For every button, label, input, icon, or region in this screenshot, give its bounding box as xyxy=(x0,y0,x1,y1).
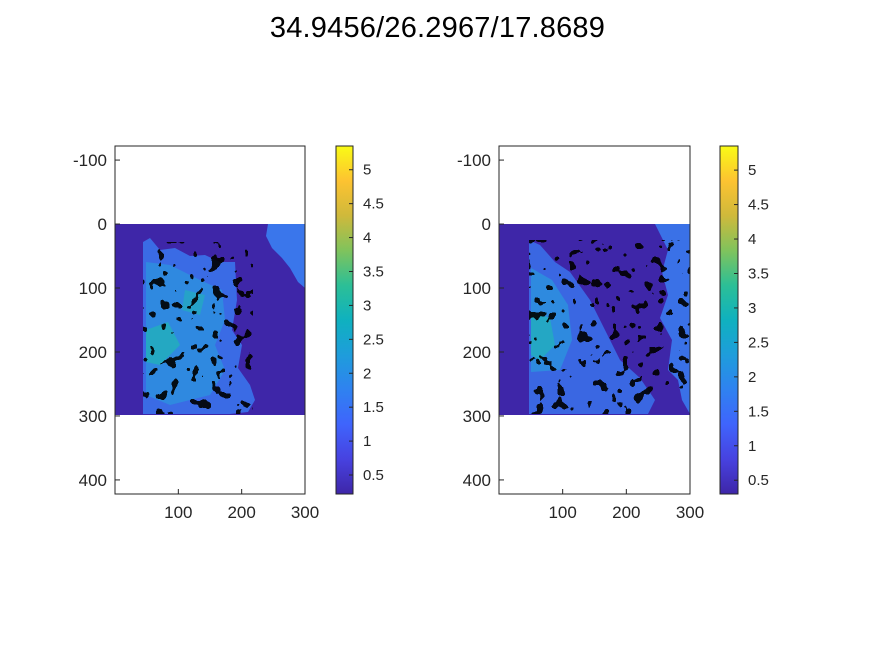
left-colorbar-tick-label: 1 xyxy=(363,433,371,450)
left-colorbar-tick-label: 4.5 xyxy=(363,196,384,213)
right-y-tick-label: -100 xyxy=(457,151,491,170)
right-colorbar-tick-label: 0.5 xyxy=(748,472,769,489)
right-colorbar-tick-label: 4 xyxy=(748,231,756,248)
left-colorbar-tick-label: 2.5 xyxy=(363,331,384,348)
right-colorbar-tick-label: 1.5 xyxy=(748,403,769,420)
right-x-tick-label: 300 xyxy=(676,503,704,522)
right-y-tick-label: 0 xyxy=(482,215,491,234)
right-heatmap-image xyxy=(499,224,690,415)
right-x-tick-label: 200 xyxy=(612,503,640,522)
left-colorbar-tick-label: 0.5 xyxy=(363,467,384,484)
left-x-tick-label: 300 xyxy=(291,503,319,522)
left-x-tick-label: 200 xyxy=(227,503,255,522)
left-y-tick-label: 400 xyxy=(79,471,107,490)
left-colorbar-ticks: 0.5 1 1.5 2 2.5 3 3.5 4 4.5 5 xyxy=(349,162,384,484)
left-colorbar-tick-label: 3 xyxy=(363,297,371,314)
left-y-tick-label: 100 xyxy=(79,279,107,298)
left-colorbar-tick-label: 3.5 xyxy=(363,263,384,280)
left-heatmap-image xyxy=(115,224,305,415)
right-colorbar-tick-label: 3.5 xyxy=(748,265,769,282)
left-panel: 100 200 300 -100 0 100 200 300 400 0.5 1 1.5 2 2.5 3… xyxy=(73,145,384,522)
left-x-ticks: 100 200 300 xyxy=(164,489,319,522)
right-colorbar-tick-label: 3 xyxy=(748,300,756,317)
left-y-tick-label: 200 xyxy=(79,343,107,362)
left-y-tick-label: 0 xyxy=(98,215,107,234)
right-y-tick-label: 100 xyxy=(463,279,491,298)
left-x-tick-label: 100 xyxy=(164,503,192,522)
right-colorbar-tick-label: 5 xyxy=(748,162,756,179)
right-x-tick-label: 100 xyxy=(548,503,576,522)
right-y-tick-label: 300 xyxy=(463,407,491,426)
right-y-tick-label: 400 xyxy=(463,471,491,490)
right-colorbar-ticks: 0.5 1 1.5 2 2.5 3 3.5 4 4.5 5 xyxy=(734,162,769,489)
left-colorbar xyxy=(335,145,354,495)
left-colorbar-tick-label: 2 xyxy=(363,365,371,382)
right-axes-box xyxy=(498,145,691,495)
right-x-ticks: 100 200 300 xyxy=(548,489,704,522)
right-y-ticks: -100 0 100 200 300 400 xyxy=(457,151,504,490)
right-colorbar-tick-label: 2.5 xyxy=(748,334,769,351)
right-colorbar-tick-label: 4.5 xyxy=(748,197,769,214)
left-y-tick-label: 300 xyxy=(79,407,107,426)
left-colorbar-tick-label: 1.5 xyxy=(363,399,384,416)
left-colorbar-tick-label: 4 xyxy=(363,230,371,247)
right-panel: 100 200 300 -100 0 100 200 300 400 0.5 1 1.5 2 2.5 3… xyxy=(457,145,769,522)
figure-title: 34.9456/26.2967/17.8689 xyxy=(269,12,606,44)
right-colorbar-tick-label: 1 xyxy=(748,438,756,455)
left-y-tick-label: -100 xyxy=(73,151,107,170)
right-colorbar xyxy=(719,145,739,495)
left-colorbar-tick-label: 5 xyxy=(363,162,371,179)
left-axes-box xyxy=(114,145,306,495)
right-y-tick-label: 200 xyxy=(463,343,491,362)
left-y-ticks: -100 0 100 200 300 400 xyxy=(73,151,120,490)
right-colorbar-tick-label: 2 xyxy=(748,369,756,386)
